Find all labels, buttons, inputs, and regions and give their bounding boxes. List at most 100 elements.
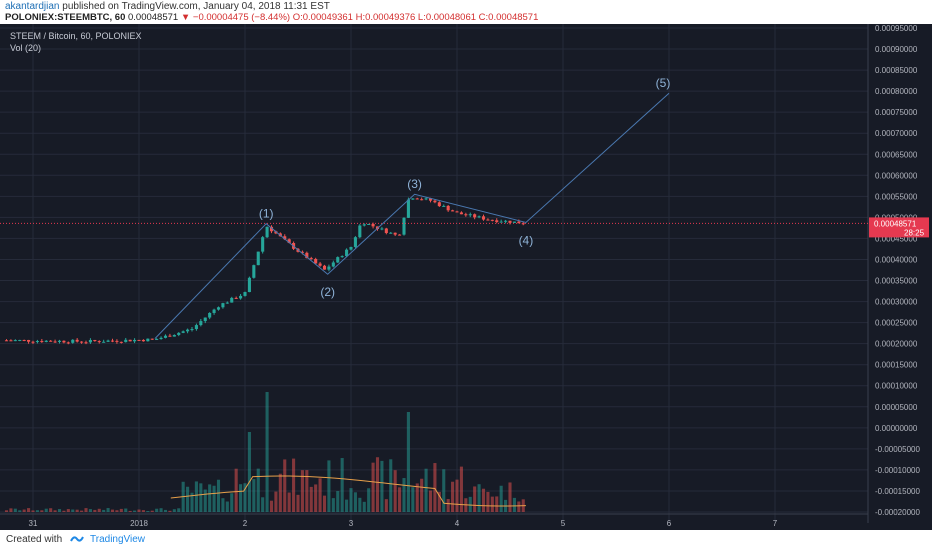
volume-bar — [102, 509, 106, 512]
volume-bar — [252, 479, 256, 512]
volume-bar — [459, 466, 463, 512]
candle-body — [393, 232, 397, 235]
candle-body — [97, 341, 101, 343]
chart-area[interactable]: 0.00095000 0.00090000 0.00085000 0.00080000… — [0, 24, 932, 530]
volume-bar — [322, 495, 327, 512]
volume-bar — [186, 486, 190, 512]
candle-body — [221, 303, 225, 308]
candle-body — [367, 224, 371, 226]
candle-body — [459, 212, 463, 215]
candle-body — [75, 339, 79, 342]
volume-bar — [128, 510, 132, 512]
candle-body — [504, 220, 508, 222]
volume-bar — [437, 491, 441, 512]
candle-body — [473, 214, 477, 218]
volume-bar — [75, 509, 79, 512]
current-price-badge — [869, 217, 929, 238]
volume-bar — [349, 488, 353, 512]
candle-body — [512, 221, 516, 223]
volume-bar — [468, 496, 472, 512]
volume-bar — [428, 490, 433, 512]
volume-bar — [499, 485, 503, 512]
candle-body — [486, 219, 490, 221]
volume-bar — [49, 508, 53, 512]
price-tick-label: 0.00020000 — [875, 340, 918, 349]
volume-bar — [384, 499, 388, 512]
candle-body — [411, 198, 415, 200]
candle-body — [128, 339, 132, 342]
volume-bar — [406, 412, 410, 512]
price-tick-label: 0.00070000 — [875, 129, 918, 138]
candle-body — [256, 251, 260, 266]
candle-body — [358, 225, 362, 238]
last-price: 0.00048571 — [128, 12, 179, 23]
candle-body — [252, 265, 256, 278]
time-tick-label: 2 — [243, 519, 248, 528]
candle-body — [212, 309, 216, 313]
candle-body — [110, 340, 115, 342]
volume-bar — [168, 510, 172, 512]
price-tick-label: -0.00020000 — [875, 508, 920, 517]
candle-body — [239, 295, 243, 299]
candle-body — [66, 342, 70, 344]
volume-bar — [66, 509, 70, 512]
candle-body — [495, 220, 499, 222]
volume-bar — [57, 509, 62, 512]
price-tick-label: 0.00095000 — [875, 24, 918, 33]
volume-bar — [512, 497, 516, 512]
volume-bar — [35, 510, 39, 512]
volume-bar — [93, 509, 97, 512]
price-tick-label: 0.00030000 — [875, 298, 918, 307]
tradingview-logo-icon — [70, 536, 84, 542]
candle-body — [446, 205, 450, 211]
volume-bar — [247, 432, 251, 512]
volume-bar — [146, 510, 150, 512]
volume-bar — [239, 484, 243, 512]
price-chart[interactable]: 0.00095000 0.00090000 0.00085000 0.00080000… — [0, 24, 932, 530]
volume-bar — [305, 470, 309, 512]
candle-body — [371, 224, 375, 227]
volume-bar — [393, 470, 397, 512]
candle-body — [199, 321, 203, 326]
volume-bar — [451, 481, 455, 512]
elliott-wave-line — [154, 92, 670, 339]
candle-body — [437, 202, 441, 207]
time-tick-label: 7 — [773, 519, 778, 528]
author-link[interactable]: akantardjian — [5, 1, 60, 12]
countdown-label: 28:25 — [904, 228, 925, 237]
candle-body — [464, 214, 468, 216]
candle-body — [119, 341, 123, 343]
candle-body — [261, 237, 265, 252]
volume-bar — [375, 457, 380, 512]
candle-body — [225, 302, 229, 304]
volume-bar — [292, 458, 296, 512]
candle-body — [283, 236, 287, 240]
volume-bar — [424, 468, 428, 512]
tradingview-brand[interactable]: TradingView — [90, 534, 146, 545]
candle-body — [177, 332, 181, 335]
price-tick-label: 0.00045000 — [875, 234, 918, 243]
volume-bar — [133, 510, 137, 512]
volume-bar — [216, 479, 221, 512]
volume-bar — [274, 491, 278, 512]
volume-bar — [80, 510, 84, 512]
candle-body — [336, 257, 340, 263]
volume-bar — [53, 510, 57, 512]
candle-body — [80, 341, 84, 343]
wave-label: (3) — [407, 177, 422, 191]
candle-body — [508, 220, 512, 223]
volume-bar — [9, 508, 13, 512]
publish-header: akantardjian published on TradingView.co… — [0, 0, 932, 24]
wave-label: (4) — [519, 233, 534, 247]
price-tick-label: -0.00005000 — [875, 445, 920, 454]
volume-bar — [110, 509, 115, 512]
price-tick-label: 0.00080000 — [875, 87, 918, 96]
wave-label: (1) — [259, 207, 274, 221]
volume-bar — [331, 498, 335, 512]
volume-bar — [314, 484, 318, 512]
volume-bar — [163, 509, 168, 512]
candle-body — [186, 329, 190, 332]
candle-body — [433, 200, 437, 203]
candle-body — [35, 341, 39, 343]
volume-bar — [212, 485, 216, 512]
